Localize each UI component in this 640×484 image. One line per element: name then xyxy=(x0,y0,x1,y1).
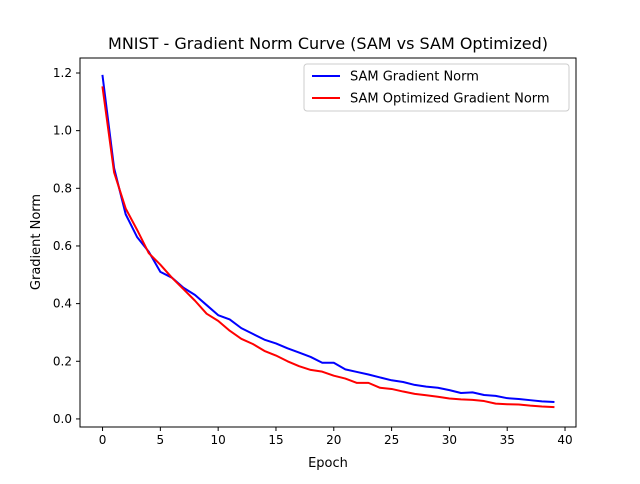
chart-title: MNIST - Gradient Norm Curve (SAM vs SAM … xyxy=(108,34,548,53)
y-tick-label: 0.2 xyxy=(53,354,72,368)
x-axis-label: Epoch xyxy=(308,456,348,471)
y-axis-label: Gradient Norm xyxy=(29,194,44,290)
legend-box xyxy=(303,63,570,112)
y-tick-label: 1.0 xyxy=(53,124,72,138)
x-tick-label: 20 xyxy=(326,433,341,447)
x-tick-label: 25 xyxy=(384,433,399,447)
x-tick-label: 0 xyxy=(99,433,107,447)
x-tick-label: 15 xyxy=(268,433,283,447)
legend-label-2: SAM Optimized Gradient Norm xyxy=(350,92,550,107)
y-tick-label: 0.0 xyxy=(53,412,72,426)
y-tick-label: 1.2 xyxy=(53,66,72,80)
plot-area: 0 5 10 15 20 25 30 35 40 0.0 0.2 0.4 0.6 0.8 1.0 1.2 xyxy=(53,57,577,447)
x-tick-label: 5 xyxy=(157,433,165,447)
series-line-2 xyxy=(101,86,555,409)
y-tick-label: 0.6 xyxy=(53,239,72,253)
y-tick-label: 0.8 xyxy=(53,181,72,195)
axes-frame xyxy=(79,57,577,428)
legend-label-1: SAM Gradient Norm xyxy=(350,70,479,85)
y-tick-label: 0.4 xyxy=(53,297,72,311)
x-tick-label: 30 xyxy=(442,433,457,447)
x-tick-label: 40 xyxy=(557,433,572,447)
x-tick-label: 10 xyxy=(211,433,226,447)
x-tick-label: 35 xyxy=(500,433,515,447)
legend: SAM Gradient Norm SAM Optimized Gradient … xyxy=(303,63,570,112)
